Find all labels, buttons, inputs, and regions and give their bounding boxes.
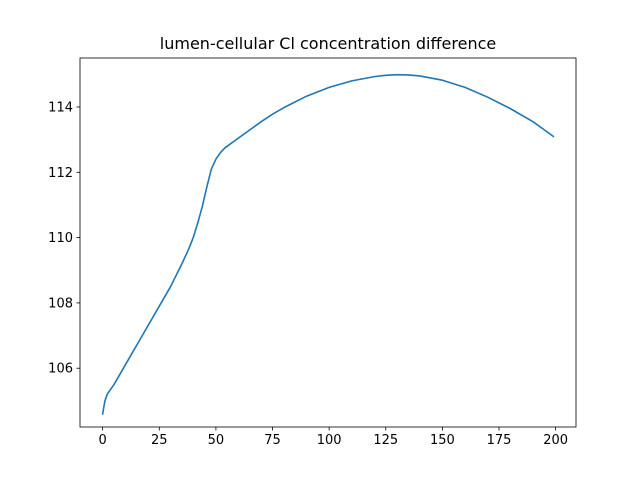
plot-frame xyxy=(79,57,577,428)
axis-ticks: 0 25 50 75 100 125 150 175 200 106 108 110 112 114 xyxy=(48,100,568,448)
y-tick-label: 114 xyxy=(48,100,73,115)
x-tick-label: 150 xyxy=(430,433,455,448)
chart-title: lumen-cellular Cl concentration differen… xyxy=(160,34,496,53)
x-tick-label: 0 xyxy=(99,433,107,448)
x-tick-label: 75 xyxy=(264,433,281,448)
series-layer xyxy=(101,73,555,415)
x-tick-label: 100 xyxy=(317,433,342,448)
x-tick-label: 125 xyxy=(373,433,398,448)
x-tick-label: 50 xyxy=(208,433,225,448)
series-line xyxy=(101,73,555,415)
y-tick-label: 106 xyxy=(48,362,73,377)
y-tick-label: 108 xyxy=(48,296,73,311)
x-tick-label: 175 xyxy=(487,433,512,448)
y-tick-label: 112 xyxy=(48,166,73,181)
y-tick-label: 110 xyxy=(48,231,73,246)
x-tick-label: 200 xyxy=(543,433,568,448)
x-tick-label: 25 xyxy=(151,433,168,448)
